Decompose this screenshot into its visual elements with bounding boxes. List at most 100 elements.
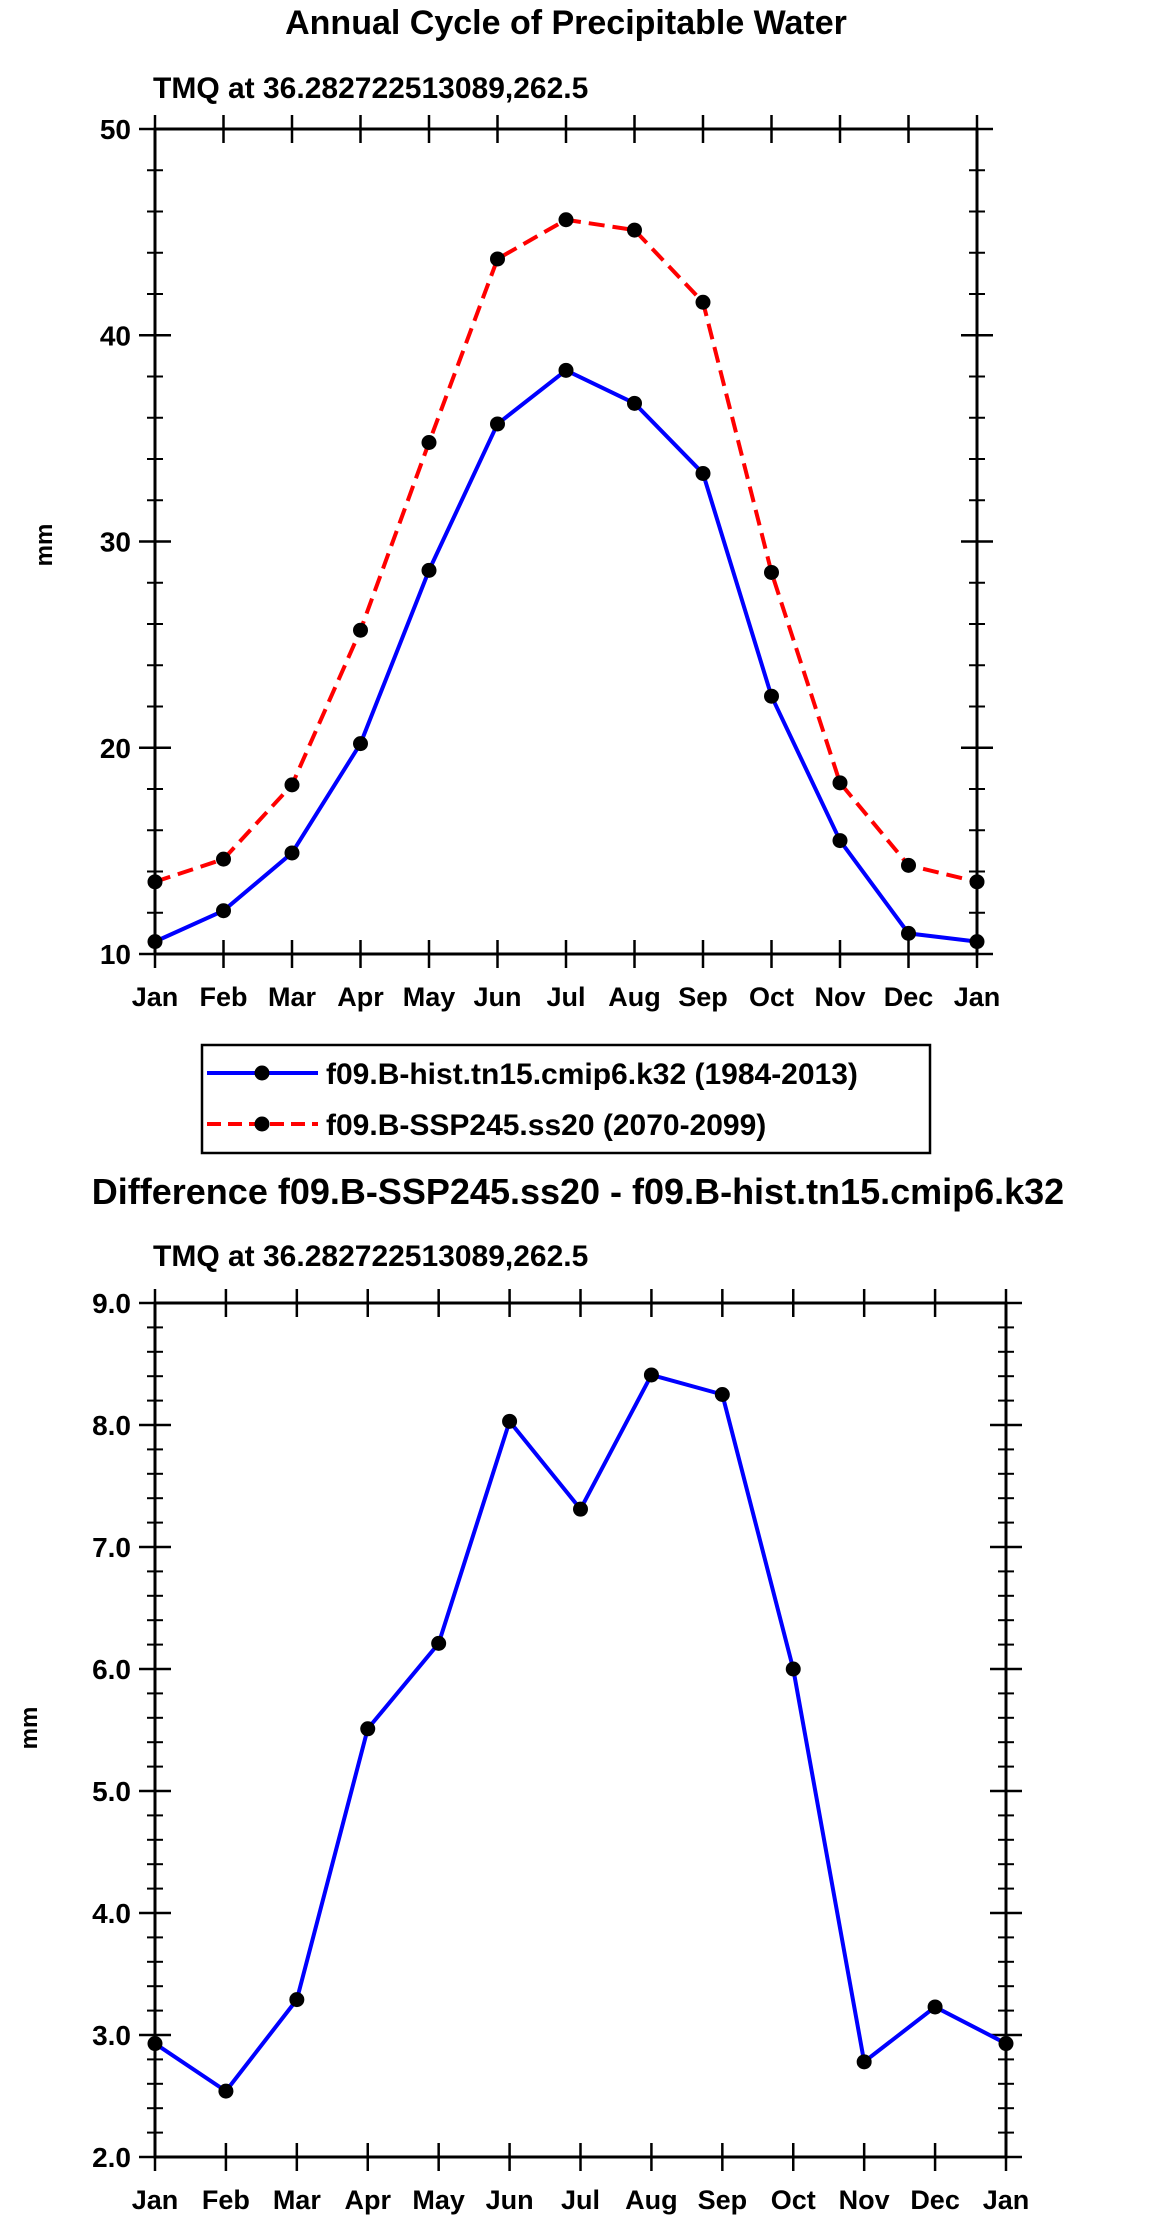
legend-label-ssp: f09.B-SSP245.ss20 (2070-2099)	[326, 1109, 766, 1142]
chart2-x-tick-label: Mar	[273, 2185, 322, 2215]
chart2-series-0-point	[856, 2054, 872, 2070]
chart2-series-0-point	[643, 1367, 659, 1383]
chart2-series-0-point	[998, 2036, 1014, 2052]
chart2-y-tick-label: 4.0	[92, 1898, 131, 1929]
chart2-x-tick-label: Jun	[486, 2185, 534, 2215]
chart1-title: Annual Cycle of Precipitable Water	[285, 4, 847, 42]
chart2-x-tick-label: Nov	[839, 2185, 890, 2215]
chart2-x-tick-label: May	[412, 2185, 465, 2215]
chart1-x-tick-label: Jan	[954, 982, 1001, 1012]
chart1-series-line-0	[154, 368, 978, 944]
chart1-legend: f09.B-hist.tn15.cmip6.k32 (1984-2013) f0…	[200, 1043, 932, 1155]
chart1-y-tick-label: 50	[100, 114, 131, 145]
chart1-series-0-point	[901, 925, 916, 941]
chart1-x-tick-label: Dec	[884, 982, 934, 1012]
chart1-series-1-point	[147, 874, 163, 890]
chart1-series-1-point	[284, 777, 300, 793]
chart1-x-tick-label: Jun	[473, 982, 521, 1012]
chart1-series-1-point	[421, 435, 437, 450]
chart1-series-0-point	[353, 736, 368, 752]
legend-box	[200, 1043, 932, 1155]
chart2-series-0-point	[714, 1387, 730, 1402]
chart2-y-tick-label: 8.0	[92, 1410, 131, 1441]
chart1-series-1-point	[558, 212, 574, 228]
chart1-series-1-point	[695, 294, 711, 310]
chart1-x-tick-label: May	[403, 982, 456, 1012]
chart2-series-0-point	[502, 1413, 518, 1429]
chart2-series-0-point	[218, 2083, 234, 2099]
chart2-x-tick-label: Dec	[910, 2185, 960, 2215]
chart1-x-tick-label: Feb	[199, 982, 247, 1012]
chart1-x-tick-label: Aug	[608, 982, 660, 1012]
chart1-series	[147, 212, 985, 950]
chart1-x-tick-label: Oct	[749, 982, 794, 1012]
chart2-plot-frame	[153, 1301, 1008, 2159]
chart2-y-tick-label: 6.0	[92, 1654, 131, 1685]
chart2-y-tick-label: 5.0	[92, 1776, 131, 1807]
chart2-title: Difference f09.B-SSP245.ss20 - f09.B-his…	[92, 1171, 1064, 1212]
chart1-series-1-point	[764, 564, 779, 580]
chart1-y-tick-label: 10	[100, 939, 131, 970]
legend-label-hist: f09.B-hist.tn15.cmip6.k32 (1984-2013)	[326, 1058, 858, 1091]
chart2-series-0-point	[289, 1992, 305, 2008]
chart1-axes: Jan Feb Mar Apr May Jun Jul Aug Sep Oct Nov Dec Jan1…	[100, 114, 1000, 1012]
chart2-series	[147, 1367, 1014, 2099]
chart1-x-tick-label: Jan	[132, 982, 179, 1012]
chart1-series-1-point	[969, 874, 985, 890]
chart1-y-tick-label: 40	[100, 320, 131, 351]
chart1-series-1-point	[627, 222, 642, 238]
chart2-x-tick-label: Aug	[625, 2185, 677, 2215]
chart2-series-0-point	[360, 1721, 376, 1737]
chart1-y-axis-label: mm	[31, 524, 58, 567]
chart1-series-0-point	[421, 562, 437, 578]
legend-marker-hist	[254, 1065, 270, 1081]
chart1-y-tick-label: 20	[100, 733, 131, 764]
chart1-series-1-point	[832, 775, 848, 791]
chart2-series-0-point	[785, 1661, 801, 1677]
chart1-series-0-point	[764, 688, 779, 704]
chart1-series-0-point	[627, 395, 642, 411]
chart1-series-1-point	[490, 251, 505, 267]
chart2-series-line-0	[153, 1372, 1007, 2094]
chart2-x-tick-label: Apr	[345, 2185, 392, 2215]
chart1-y-tick-label: 30	[100, 527, 131, 558]
chart2-y-tick-label: 9.0	[92, 1288, 131, 1319]
chart1-series-0-point	[490, 416, 505, 432]
chart2-x-tick-label: Oct	[771, 2185, 816, 2215]
chart1-series-0-point	[147, 934, 163, 950]
chart1-series-0-point	[969, 934, 985, 950]
legend-marker-ssp	[254, 1116, 270, 1132]
chart2-x-tick-label: Feb	[202, 2185, 250, 2215]
chart2-y-tick-label: 2.0	[92, 2142, 131, 2173]
chart2-series-0-point	[147, 2036, 163, 2052]
chart1-subtitle: TMQ at 36.282722513089,262.5	[153, 72, 588, 105]
chart2-series-0-point	[573, 1501, 588, 1517]
chart1-series-line-1	[154, 217, 978, 884]
chart1-series-0-point	[832, 833, 848, 849]
chart1-x-tick-label: Mar	[268, 982, 317, 1012]
chart1-x-tick-label: Sep	[678, 982, 728, 1012]
chart1-series-0-point	[558, 362, 574, 378]
chart2-y-axis-label: mm	[16, 1707, 43, 1750]
chart1-series-1-point	[901, 857, 916, 873]
chart2-subtitle: TMQ at 36.282722513089,262.5	[153, 1240, 588, 1273]
chart1-series-0-point	[695, 465, 711, 481]
chart2-axes: Jan Feb Mar Apr May Jun Jul Aug Sep Oct Nov Dec Jan2…	[92, 1288, 1029, 2215]
chart1-x-tick-label: Jul	[546, 982, 585, 1012]
chart2-y-tick-label: 3.0	[92, 2020, 131, 2051]
chart2-y-tick-label: 7.0	[92, 1532, 131, 1563]
chart2-x-tick-label: Sep	[698, 2185, 748, 2215]
chart2-series-0-point	[927, 1999, 943, 2015]
chart1-series-1-point	[353, 622, 368, 638]
chart2-x-tick-label: Jul	[561, 2185, 600, 2215]
chart2-x-tick-label: Jan	[983, 2185, 1030, 2215]
chart1-series-1-point	[216, 851, 231, 867]
chart2-series-0-point	[431, 1635, 447, 1651]
chart1-plot-frame	[153, 127, 979, 956]
chart1-series-0-point	[284, 845, 300, 861]
chart1-x-tick-label: Nov	[814, 982, 865, 1012]
chart2-x-tick-label: Jan	[132, 2185, 179, 2215]
chart1-x-tick-label: Apr	[337, 982, 384, 1012]
chart1-series-0-point	[216, 903, 231, 919]
